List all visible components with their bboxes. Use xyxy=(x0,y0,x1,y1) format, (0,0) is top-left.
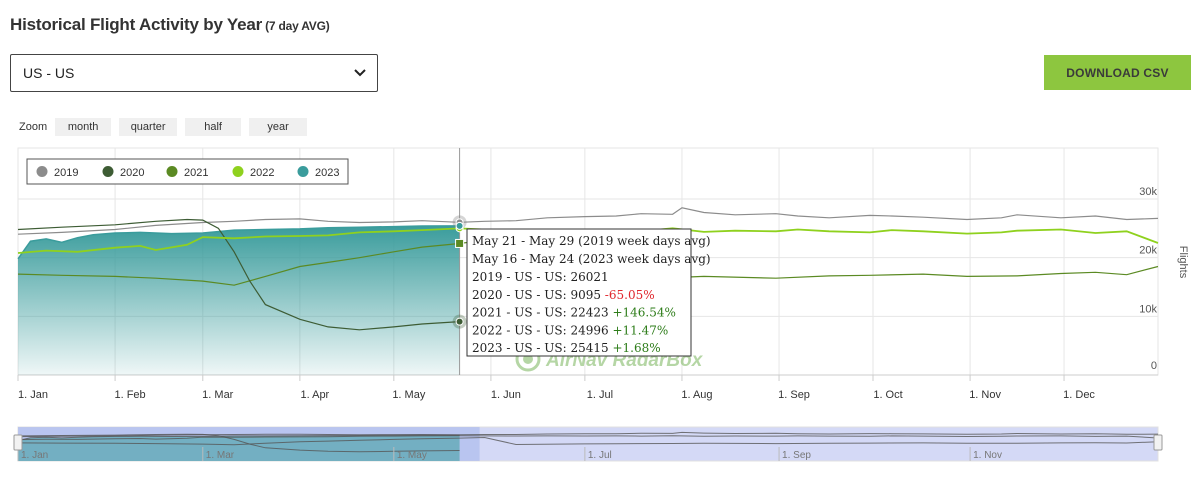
x-tick-label: 1. Sep xyxy=(778,389,810,401)
tooltip-row-value: 24996 xyxy=(570,323,608,337)
x-tick-label: 1. Nov xyxy=(969,389,1001,401)
legend-marker-2023 xyxy=(297,166,309,177)
zoom-quarter-button[interactable]: quarter xyxy=(119,118,178,136)
page-title-text: Historical Flight Activity by Year xyxy=(10,15,263,34)
navigator-line-2019 xyxy=(17,431,1159,438)
chevron-down-icon xyxy=(354,69,366,77)
navigator-line-2023 xyxy=(17,434,460,441)
x-tick-label: 1. Feb xyxy=(114,389,145,401)
tooltip-row-value: 9095 xyxy=(570,288,601,302)
navigator-tick-label: 1. Jul xyxy=(588,450,612,461)
tooltip-row-label: 2021 - US - US: xyxy=(472,306,570,320)
legend: 2019 2020 2021 2022 2023 xyxy=(26,158,349,185)
download-csv-button[interactable]: DOWNLOAD CSV xyxy=(1044,55,1191,90)
page-title: Historical Flight Activity by Year (7 day… xyxy=(10,15,330,35)
navigator: 1. Jan 1. Mar 1. May 1. Jul 1. Sep 1. Nov xyxy=(13,426,1163,462)
series-2023-line xyxy=(17,225,460,260)
navigator-line-2020 xyxy=(17,433,460,453)
navigator-line-2022 xyxy=(17,435,1159,441)
tooltip: May 21 - May 29 (2019 week days avg) May … xyxy=(466,228,711,357)
navigator-tick-label: 1. Sep xyxy=(782,450,811,461)
legend-marker-2020 xyxy=(102,166,114,177)
tooltip-row: 2022 - US - US: 24996 +11.47% xyxy=(472,323,668,337)
tooltip-row-label: 2023 - US - US: xyxy=(472,341,570,355)
navigator-left-handle[interactable] xyxy=(13,434,23,451)
tooltip-row-label: 2019 - US - US: xyxy=(472,270,570,284)
x-tick-label: 1. Jan xyxy=(18,389,48,401)
navigator-area xyxy=(18,435,460,461)
legend-box xyxy=(26,158,349,185)
zoom-year-button[interactable]: year xyxy=(249,118,308,136)
y-tick-label: 10k xyxy=(1139,303,1157,315)
tooltip-line1: May 21 - May 29 (2019 week days avg) xyxy=(472,234,711,248)
series-group xyxy=(17,207,1159,375)
legend-item-2021: 2021 xyxy=(184,167,208,179)
navigator-right-handle[interactable] xyxy=(1153,434,1163,451)
zoom-label: Zoom xyxy=(19,121,48,133)
navigator-tick-label: 1. Nov xyxy=(973,450,1002,461)
page-subtitle: (7 day AVG) xyxy=(265,19,330,33)
tooltip-row-change: +1.68% xyxy=(609,341,661,355)
legend-marker-2022 xyxy=(232,166,244,177)
navigator-tick-label: 1. Mar xyxy=(206,450,235,461)
x-tick-label: 1. Mar xyxy=(202,389,234,401)
tooltip-row: 2021 - US - US: 22423 +146.54% xyxy=(472,306,676,320)
legend-item-2019: 2019 xyxy=(54,167,78,179)
x-tick-label: 1. Jul xyxy=(587,389,613,401)
tooltip-line2: May 16 - May 24 (2023 week days avg) xyxy=(472,252,711,266)
x-tick-label: 1. May xyxy=(392,389,426,401)
tooltip-row-value: 25415 xyxy=(570,341,608,355)
tooltip-row: 2020 - US - US: 9095 -65.05% xyxy=(472,288,655,302)
y-tick-label: 30k xyxy=(1139,186,1157,198)
x-tick-label: 1. Dec xyxy=(1063,389,1095,401)
legend-marker-2019 xyxy=(36,166,48,177)
region-select-value: US - US xyxy=(23,65,75,81)
tooltip-row-label: 2020 - US - US: xyxy=(472,288,570,302)
series-2019-line xyxy=(17,207,1159,235)
tooltip-row-change: -65.05% xyxy=(601,288,655,302)
hover-marker-2020 xyxy=(455,317,464,326)
x-tick-label: 1. Oct xyxy=(873,389,902,401)
tooltip-row-value: 22423 xyxy=(570,306,608,320)
navigator-tick-label: 1. Jan xyxy=(21,450,48,461)
series-2023-area xyxy=(18,225,460,375)
x-tick-label: 1. Jun xyxy=(491,389,521,401)
hover-marker-2023 xyxy=(455,221,464,230)
hover-marker-2021 xyxy=(455,238,465,248)
zoom-half-button[interactable]: half xyxy=(185,118,242,136)
tooltip-row: 2023 - US - US: 25415 +1.68% xyxy=(472,341,661,355)
tooltip-row-value: 26021 xyxy=(570,270,608,284)
tooltip-row-label: 2022 - US - US: xyxy=(472,323,570,337)
navigator-line-2021 xyxy=(17,436,1159,446)
zoom-controls: Zoom month quarter half year xyxy=(19,118,315,136)
legend-item-2020: 2020 xyxy=(120,167,144,179)
zoom-month-button[interactable]: month xyxy=(55,118,112,136)
x-tick-label: 1. Aug xyxy=(681,389,712,401)
series-2020-line xyxy=(17,218,460,331)
tooltip-box xyxy=(466,228,692,357)
y-axis-title: Flights xyxy=(1177,246,1189,279)
legend-marker-2021 xyxy=(166,166,178,177)
y-tick-label: 20k xyxy=(1139,245,1157,257)
tooltip-row-change: +11.47% xyxy=(609,323,669,337)
region-select[interactable]: US - US xyxy=(10,54,378,92)
tooltip-row-change: +146.54% xyxy=(609,306,676,320)
legend-item-2023: 2023 xyxy=(315,167,339,179)
tooltip-row: 2019 - US - US: 26021 xyxy=(472,270,609,284)
navigator-tick-label: 1. May xyxy=(397,450,427,461)
y-tick-label: 0 xyxy=(1151,360,1157,372)
x-tick-label: 1. Apr xyxy=(300,389,329,401)
legend-item-2022: 2022 xyxy=(250,167,274,179)
x-axis: 1. Jan 1. Feb 1. Mar 1. Apr 1. May 1. Jun 1. J… xyxy=(17,374,1158,401)
